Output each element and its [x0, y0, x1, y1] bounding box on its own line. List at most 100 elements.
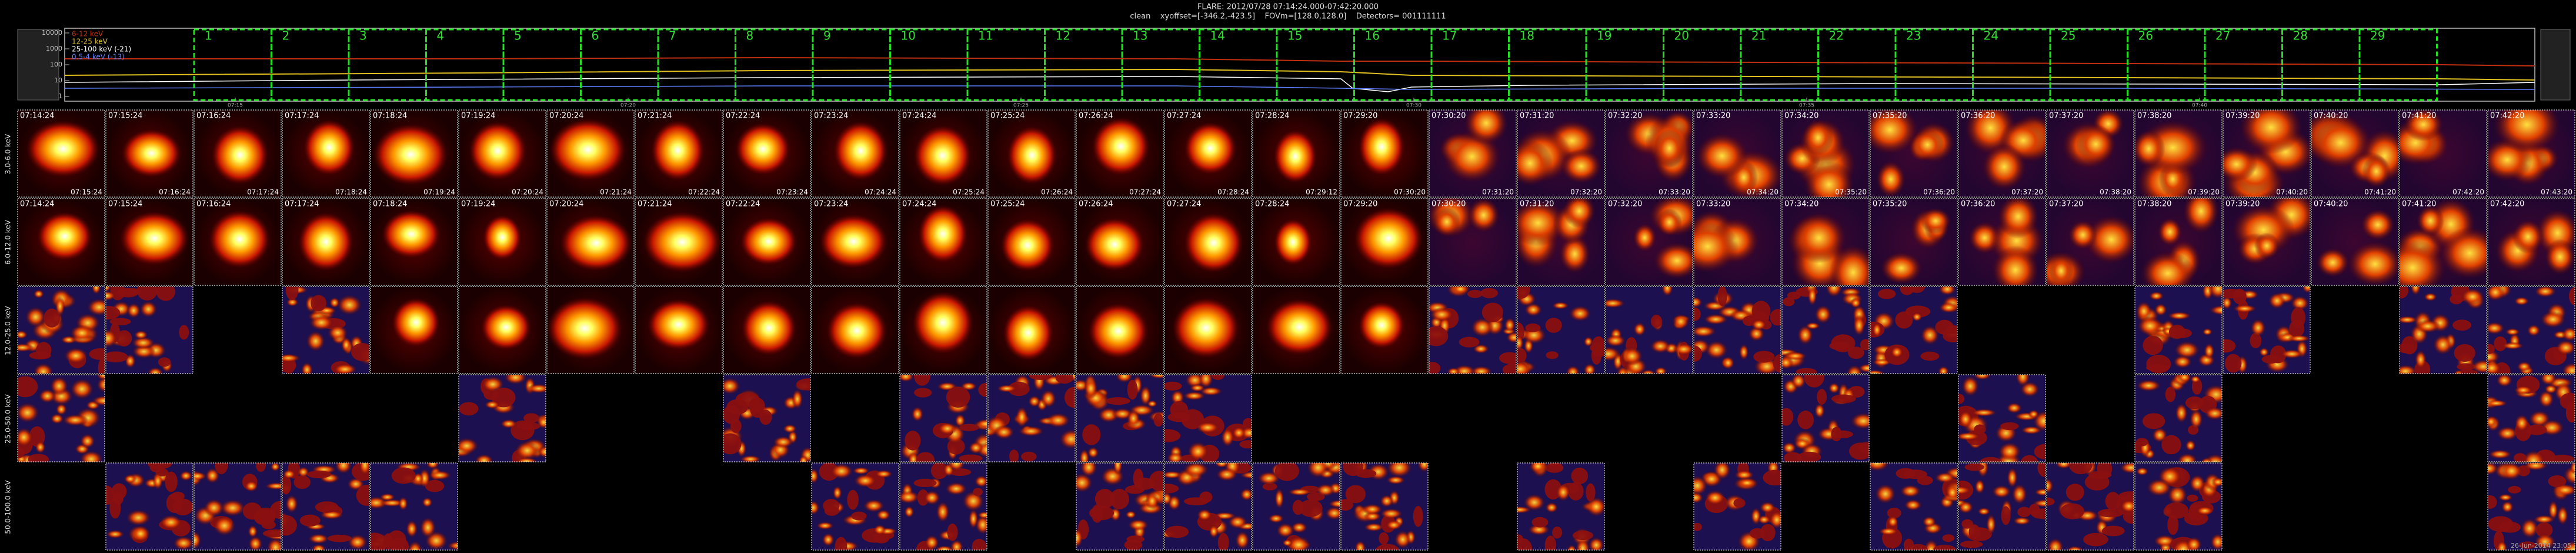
noise-blob [1998, 442, 2021, 461]
noise-blob [1195, 421, 1220, 434]
noise-blob [1394, 530, 1412, 549]
noise-blob [1008, 381, 1030, 397]
cell-content [547, 198, 634, 285]
image-cell: 07:26:24 [1076, 198, 1164, 286]
noise-blob [1872, 322, 1882, 338]
noise-blob [1197, 508, 1213, 521]
cell-content [2488, 375, 2575, 462]
noise-blob [1858, 364, 1869, 373]
interval-start-time: 07:22:24 [726, 112, 760, 121]
noise-blob [166, 493, 183, 513]
cell-border [811, 462, 899, 551]
noise-blob [1733, 498, 1746, 508]
image-cell [1076, 374, 1164, 462]
noise-blob [1848, 347, 1864, 359]
noise-blob [2488, 344, 2495, 354]
cell-content [988, 287, 1075, 374]
noise-blob [18, 343, 35, 352]
source-blob [2157, 218, 2183, 246]
noise-blob [1429, 362, 1441, 374]
noise-blob [308, 534, 329, 544]
cell-content [812, 287, 899, 374]
noise-blob [2167, 484, 2188, 505]
noise-blob [1164, 381, 1182, 391]
cell-border [899, 462, 987, 551]
cell-border [1693, 198, 1781, 286]
source-blob [740, 218, 798, 265]
noise-blob [1164, 429, 1180, 442]
source-blob [1880, 252, 1923, 285]
noise-blob [1905, 305, 1931, 318]
noise-blob [1588, 537, 1604, 550]
noise-blob [916, 452, 935, 462]
source-blob [647, 299, 710, 350]
noise-blob [1804, 375, 1824, 388]
interval-box [2281, 28, 2361, 101]
noise-blob [1523, 494, 1546, 511]
noise-blob [2400, 287, 2409, 299]
noise-blob [2137, 316, 2163, 336]
noise-blob [923, 490, 940, 505]
cell-border [1076, 374, 1164, 462]
noise-blob [2488, 495, 2497, 509]
noise-blob [1243, 418, 1252, 429]
noise-blob [1751, 301, 1771, 322]
noise-blob [1290, 522, 1308, 534]
interval-start-time: 07:34:20 [1784, 112, 1818, 121]
image-cell: 07:33:20 [1693, 198, 1781, 286]
noise-blob [91, 287, 101, 295]
cell-content [1694, 198, 1781, 285]
cell-border [1340, 198, 1429, 286]
noise-blob [792, 389, 803, 409]
source-blob [1791, 212, 1847, 264]
image-cell [17, 286, 105, 374]
cell-border [2399, 198, 2487, 286]
source-blob [1991, 245, 2039, 285]
interval-end-time: 07:24:24 [865, 188, 896, 196]
noise-blob [1904, 499, 1922, 511]
noise-blob [911, 406, 924, 422]
noise-blob [2161, 435, 2181, 455]
noise-blob [1979, 457, 2002, 462]
noise-blob [823, 499, 840, 513]
noise-blob [1797, 451, 1821, 462]
noise-blob [955, 414, 966, 428]
noise-blob [907, 452, 919, 462]
noise-blob [1095, 488, 1115, 509]
noise-blob [1650, 339, 1671, 354]
cell-content [18, 287, 105, 374]
source-blob [1358, 118, 1405, 176]
interval-start-time: 07:18:24 [373, 200, 407, 209]
noise-blob [1018, 426, 1045, 437]
noise-blob [1429, 326, 1449, 347]
noise-blob [1694, 325, 1717, 338]
cell-content [106, 463, 193, 550]
interval-start-time: 07:34:20 [1784, 200, 1818, 209]
cell-content [1076, 287, 1163, 374]
cell-border [1781, 286, 1870, 374]
cell-content [1164, 198, 1252, 285]
noise-blob [2223, 296, 2233, 310]
noise-blob [1900, 287, 1914, 295]
noise-blob [1877, 288, 1896, 299]
noise-blob [1739, 344, 1749, 361]
noise-blob [391, 467, 416, 484]
noise-blob [1938, 302, 1957, 314]
noise-blob [1345, 485, 1366, 504]
noise-blob [1524, 302, 1543, 317]
source-blob [2417, 205, 2444, 236]
interval-box [1740, 28, 1819, 101]
source-blob [2254, 232, 2280, 259]
noise-blob [1922, 516, 1937, 528]
noise-blob [847, 489, 859, 510]
noise-blob [475, 454, 493, 462]
noise-blob [2200, 457, 2213, 462]
noise-blob [1076, 528, 1083, 548]
noise-blob [152, 472, 163, 490]
noise-blob [1517, 348, 1527, 363]
interval-start-time: 07:20:24 [549, 112, 583, 121]
cell-content [459, 287, 546, 374]
noise-blob [1055, 375, 1074, 384]
image-cell [899, 374, 987, 462]
noise-blob [248, 525, 258, 538]
